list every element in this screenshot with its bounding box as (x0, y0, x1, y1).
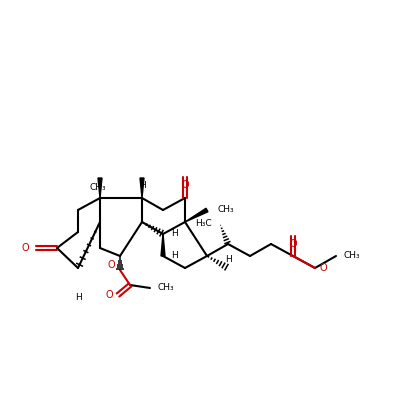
Text: O: O (107, 260, 115, 270)
Text: O: O (289, 239, 297, 249)
Text: CH₃: CH₃ (90, 182, 106, 192)
Text: H: H (171, 230, 178, 238)
Polygon shape (140, 178, 144, 198)
Text: H: H (75, 292, 81, 302)
Polygon shape (185, 208, 208, 222)
Text: H: H (225, 256, 231, 264)
Text: CH₃: CH₃ (344, 252, 361, 260)
Text: O: O (320, 263, 328, 273)
Polygon shape (98, 178, 102, 198)
Text: H: H (171, 252, 178, 260)
Polygon shape (161, 234, 165, 256)
Text: H: H (139, 180, 145, 190)
Text: O: O (181, 180, 189, 190)
Text: CH₃: CH₃ (158, 284, 175, 292)
Text: O: O (105, 290, 113, 300)
Text: CH₃: CH₃ (217, 206, 234, 214)
Text: H₃C: H₃C (195, 220, 212, 228)
Text: O: O (21, 243, 29, 253)
